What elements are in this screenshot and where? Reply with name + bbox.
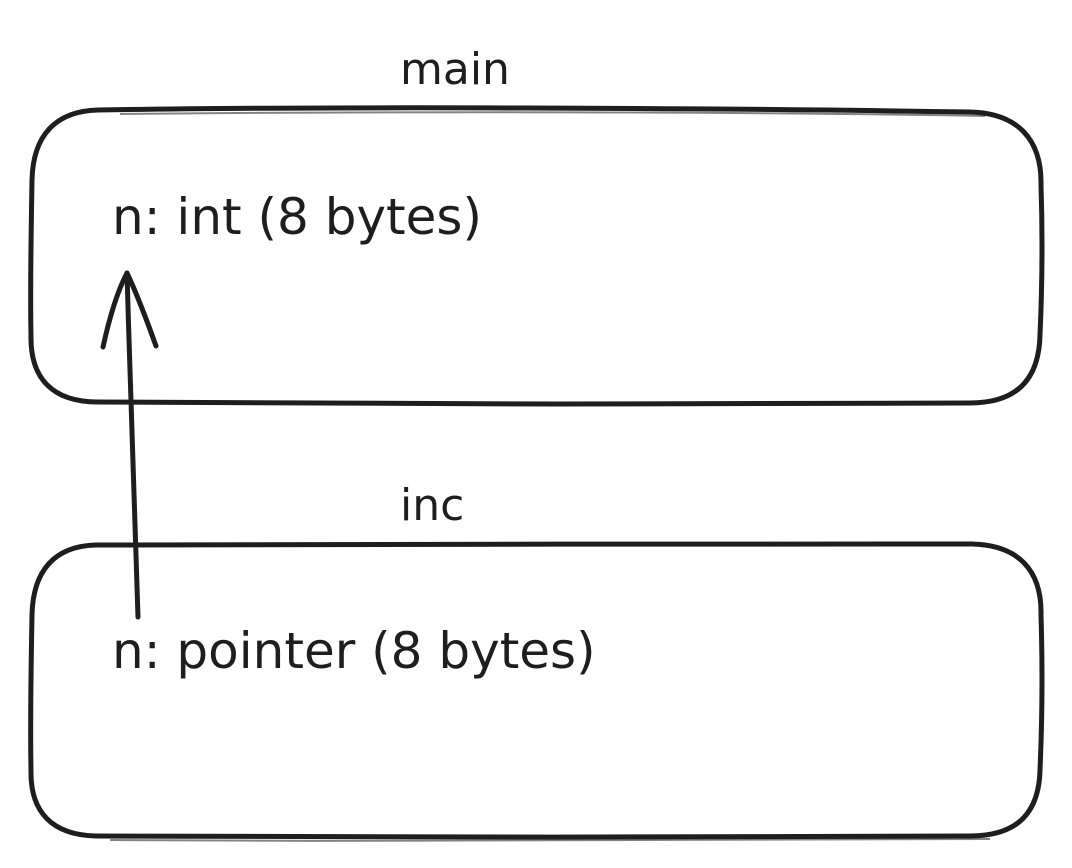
- main-frame: main n: int (8 bytes): [28, 44, 1045, 407]
- main-field-n: n: int (8 bytes): [112, 188, 482, 246]
- inc-frame-title: inc: [400, 480, 464, 531]
- main-frame-title: main: [400, 44, 510, 95]
- main-frame-box: [28, 105, 1045, 407]
- pointer-arrow-head: [100, 270, 159, 350]
- inc-frame: inc n: pointer (8 bytes): [28, 480, 1045, 843]
- inc-field-n: n: pointer (8 bytes): [112, 622, 596, 680]
- inc-frame-box: [28, 541, 1045, 840]
- pointer-arrow-shaft: [124, 270, 141, 620]
- pointer-arrow: [100, 270, 159, 620]
